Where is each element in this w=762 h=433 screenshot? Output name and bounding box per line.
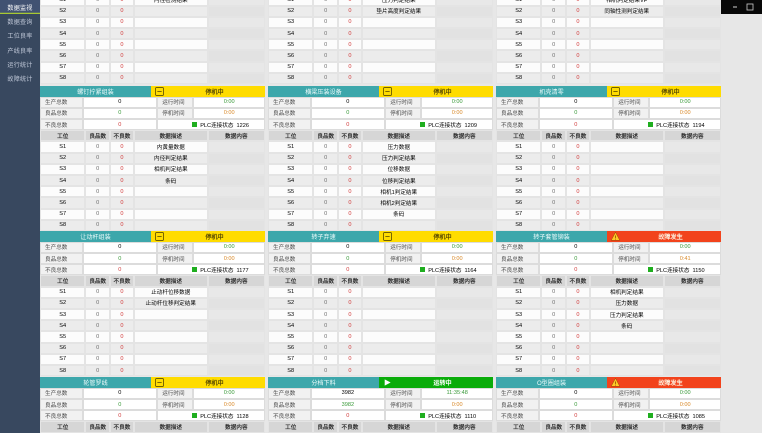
svg-text:!: ! [615,235,617,241]
svg-text:!: ! [615,381,617,387]
